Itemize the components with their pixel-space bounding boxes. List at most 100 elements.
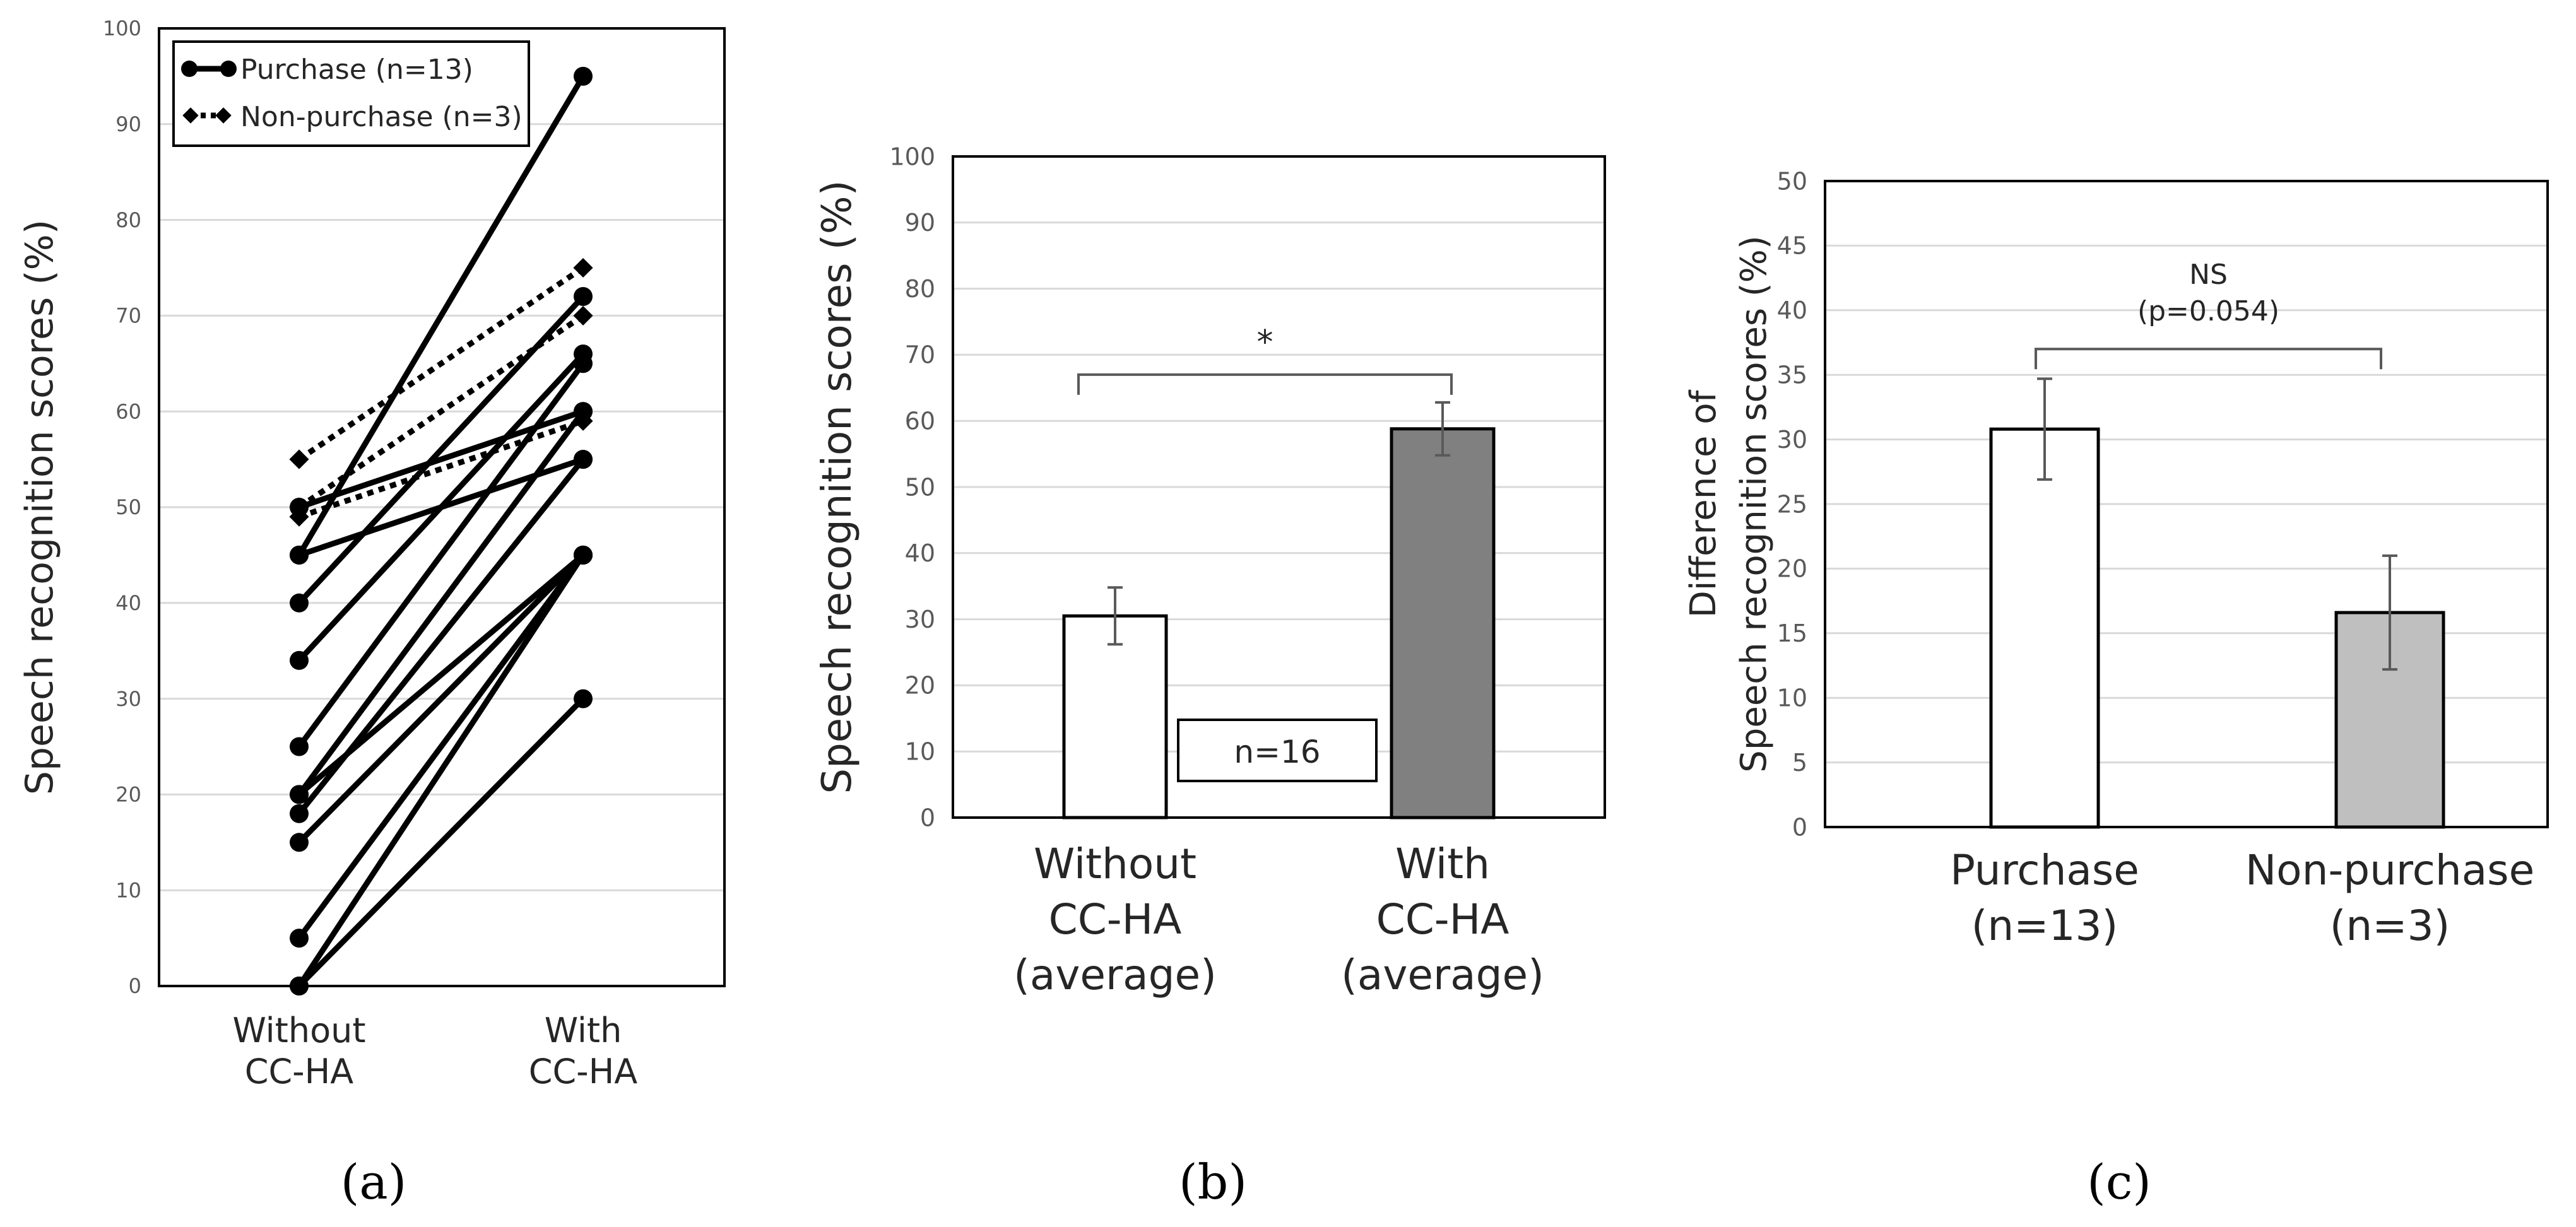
series-6-marker bbox=[290, 737, 309, 756]
panel-c-y-tick-label: 0 bbox=[1792, 813, 1807, 841]
series-line-13 bbox=[297, 696, 586, 989]
panel-a-y-tick-label: 30 bbox=[115, 687, 141, 711]
panel-b-x-label-1-line-2: CC-HA bbox=[1049, 895, 1182, 944]
series-line-15 bbox=[297, 313, 585, 510]
series-line-9 bbox=[297, 553, 585, 797]
legend-label-purchase: Purchase (n=13) bbox=[240, 54, 473, 86]
series-line-4 bbox=[298, 408, 584, 510]
series-11-marker bbox=[290, 929, 309, 948]
panel-b-y-tick-label: 0 bbox=[920, 804, 935, 831]
series-2-marker bbox=[574, 287, 593, 307]
panel-a-y-tick-label: 80 bbox=[115, 208, 141, 232]
panel-a-y-tick-label: 0 bbox=[129, 974, 141, 998]
series-line-14 bbox=[297, 265, 585, 462]
panel-c-x-label-1-line-1: Purchase bbox=[1950, 846, 2139, 895]
series-9-marker bbox=[290, 785, 309, 804]
panel-c-letter: (c) bbox=[2087, 1154, 2151, 1210]
series-14-marker bbox=[289, 449, 309, 469]
series-line-10 bbox=[297, 553, 586, 845]
panel-b-y-tick-label: 50 bbox=[905, 473, 935, 501]
panel-b-y-tick-label: 80 bbox=[905, 275, 935, 303]
panel-c-x-label-2-line-1: Non-purchase bbox=[2245, 846, 2534, 895]
panel-c-x-label-1-line-2: (n=13) bbox=[1971, 901, 2118, 950]
series-line-7 bbox=[297, 409, 586, 797]
panel-a-y-tick-label: 40 bbox=[115, 591, 141, 615]
chart-panel-b: 0 10 20 30 40 50 60 70 80 90 100 * Without CC-HA (aver… bbox=[814, 143, 1606, 1210]
series-line-2 bbox=[297, 294, 586, 605]
panel-b-x-label-1-line-1: Without bbox=[1034, 840, 1196, 888]
sample-size-label: n=16 bbox=[1234, 734, 1320, 770]
bar-1 bbox=[1062, 614, 1168, 819]
sample-size-box bbox=[1177, 719, 1378, 782]
series-1-marker bbox=[574, 66, 593, 86]
panel-b-y-tick-label: 30 bbox=[905, 606, 935, 633]
series-line-16 bbox=[298, 418, 584, 520]
panel-b-x-label-2-line-3: (average) bbox=[1341, 951, 1544, 999]
panel-a-x-label-2-line-2: CC-HA bbox=[529, 1052, 638, 1091]
panel-b-y-tick-label: 90 bbox=[905, 209, 935, 237]
panel-c-y-tick-label: 35 bbox=[1777, 361, 1807, 389]
bar-2 bbox=[1390, 427, 1496, 819]
panel-b-plot-frame bbox=[952, 155, 1606, 819]
panel-c-x-label-2-line-2: (n=3) bbox=[2330, 901, 2450, 950]
panel-b-y-tick-label: 60 bbox=[905, 408, 935, 435]
panel-c-y-tick-label: 50 bbox=[1777, 167, 1807, 195]
series-10-marker bbox=[290, 833, 309, 852]
legend-marker-purchase bbox=[220, 61, 237, 77]
panel-a-y-tick-label: 100 bbox=[103, 16, 141, 40]
panel-c-y-tick-label: 30 bbox=[1777, 426, 1807, 454]
series-13-marker bbox=[574, 689, 593, 708]
panel-c-y-tick-label: 20 bbox=[1777, 555, 1807, 583]
series-3-marker bbox=[290, 650, 309, 670]
series-12-marker bbox=[574, 545, 593, 565]
series-5-marker bbox=[290, 545, 309, 565]
panel-a-y-tick-label: 90 bbox=[115, 112, 141, 136]
panel-a-x-label-1-line-2: CC-HA bbox=[245, 1052, 354, 1091]
series-line-11 bbox=[297, 553, 586, 940]
legend-marker-non-purchase bbox=[182, 107, 199, 124]
legend-marker-purchase bbox=[181, 61, 198, 77]
panel-c-y-tick-label: 40 bbox=[1777, 296, 1807, 324]
panel-a-y-tick-label: 10 bbox=[115, 878, 141, 902]
legend-box bbox=[172, 40, 530, 147]
panel-b-letter: (b) bbox=[1179, 1154, 1247, 1210]
chart-panel-c: 0 5 10 15 20 25 30 35 40 45 50 NS (p=0.054) Purchase (… bbox=[1683, 167, 2549, 1210]
panel-c-significance-bracket bbox=[2035, 348, 2382, 370]
panel-c-significance-label-line-2: (p=0.054) bbox=[2137, 295, 2279, 327]
panel-b-y-axis-title-line-1: Speech recognition scores (%) bbox=[814, 180, 861, 794]
panel-a-y-tick-label: 50 bbox=[115, 495, 141, 519]
panel-c-significance-label-line-1: NS bbox=[2189, 259, 2228, 291]
panel-a-y-tick-label: 60 bbox=[115, 399, 141, 423]
series-line-1 bbox=[297, 74, 586, 557]
panel-b-x-label-2-line-1: With bbox=[1395, 840, 1490, 888]
series-16-marker bbox=[289, 507, 309, 527]
panel-c-y-axis-title-line-2: Speech recognition scores (%) bbox=[1734, 235, 1775, 772]
panel-c-y-tick-label: 15 bbox=[1777, 619, 1807, 647]
panel-c-y-tick-label: 45 bbox=[1777, 232, 1807, 260]
series-2-marker bbox=[290, 593, 309, 613]
panel-a-plot-frame bbox=[158, 27, 726, 987]
panel-a-x-label-2-line-1: With bbox=[545, 1011, 622, 1050]
panel-c-y-axis-title-line-1: Difference of bbox=[1683, 389, 1724, 618]
series-line-6 bbox=[297, 361, 586, 749]
panel-c-y-tick-label: 25 bbox=[1777, 490, 1807, 518]
chart-panel-a: 0 10 20 30 40 50 60 70 80 90 100 Purchase (n=13) Non… bbox=[18, 16, 726, 1210]
bar-1 bbox=[1989, 427, 2100, 829]
panel-a-y-tick-label: 70 bbox=[115, 304, 141, 328]
series-6-marker bbox=[574, 354, 593, 373]
series-14-marker bbox=[573, 257, 593, 278]
series-8-marker bbox=[290, 804, 309, 823]
panel-b-y-tick-label: 70 bbox=[905, 341, 935, 369]
series-15-marker bbox=[573, 305, 593, 326]
panel-b-y-tick-label: 20 bbox=[905, 672, 935, 700]
panel-a-x-label-1-line-1: Without bbox=[232, 1011, 365, 1050]
panel-b-significance-label-line-1: * bbox=[1257, 324, 1273, 361]
series-line-12 bbox=[297, 553, 586, 988]
legend-label-non-purchase: Non-purchase (n=3) bbox=[240, 101, 523, 133]
panel-b-y-tick-label: 40 bbox=[905, 539, 935, 567]
panel-a-y-axis-title: Speech recognition scores (%) bbox=[18, 220, 62, 795]
panel-a-y-tick-label: 20 bbox=[115, 783, 141, 807]
panel-b-x-label-1-line-3: (average) bbox=[1013, 951, 1217, 999]
panel-c-plot-frame bbox=[1824, 180, 2549, 828]
